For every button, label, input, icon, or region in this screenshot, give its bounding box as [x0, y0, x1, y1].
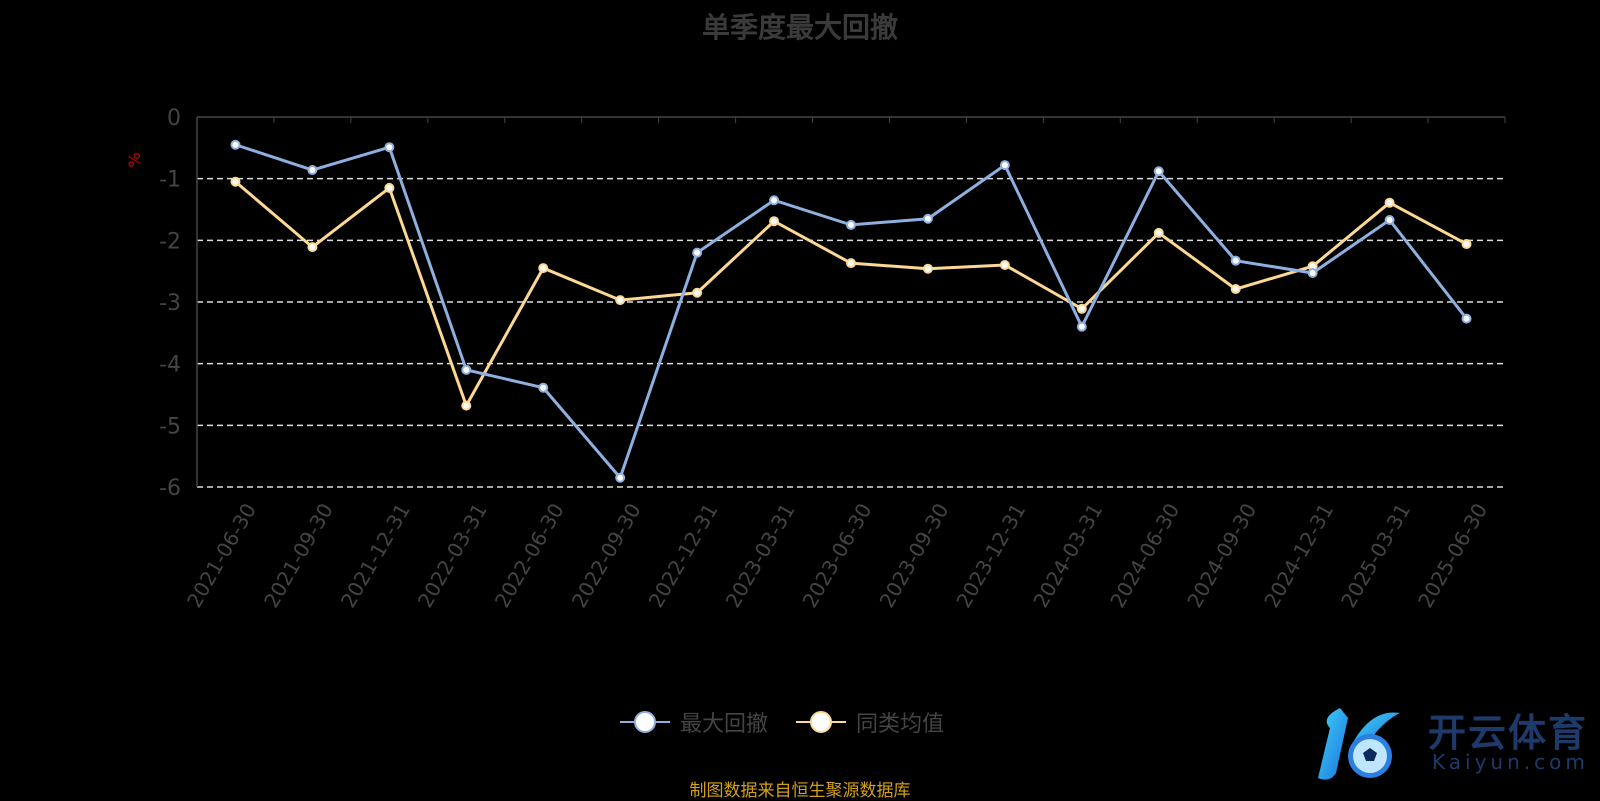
x-tick-label: 2023-03-31	[721, 499, 800, 612]
y-tick-label: -6	[159, 476, 181, 501]
data-point	[307, 165, 318, 176]
y-tick-label: 0	[167, 106, 181, 131]
legend: 最大回撤 同类均值	[620, 706, 944, 738]
data-point	[1384, 214, 1395, 225]
data-point	[538, 382, 549, 393]
data-source-note: 制图数据来自恒生聚源数据库	[689, 781, 911, 801]
x-tick-label: 2021-06-30	[182, 499, 261, 612]
data-point	[1153, 227, 1164, 238]
data-point	[769, 195, 780, 206]
x-tick-label: 2021-09-30	[259, 499, 338, 612]
series-line	[234, 180, 1468, 410]
data-point	[461, 364, 472, 375]
data-point	[846, 258, 856, 269]
x-tick-label: 2022-09-30	[567, 499, 646, 612]
legend-item-max-drawdown[interactable]: 最大回撤	[620, 706, 768, 738]
data-point	[846, 219, 856, 230]
x-tick-label: 2023-12-31	[951, 499, 1030, 612]
data-point	[1153, 166, 1164, 177]
x-tick-label: 2022-12-31	[644, 499, 723, 612]
x-tick-label: 2025-03-31	[1336, 499, 1415, 612]
y-tick-label: -1	[159, 168, 181, 193]
chart-title: 单季度最大回撤	[701, 11, 898, 44]
data-point	[1384, 197, 1395, 208]
legend-marker-icon	[620, 711, 670, 733]
legend-marker-icon	[796, 711, 847, 733]
data-point	[1461, 313, 1472, 324]
data-point	[922, 213, 933, 224]
data-point	[230, 139, 241, 150]
legend-item-category-average[interactable]: 同类均值	[796, 706, 944, 738]
data-point	[461, 400, 472, 411]
data-point	[769, 216, 780, 227]
x-tick-label: 2024-12-31	[1259, 499, 1338, 612]
x-tick-label: 2024-06-30	[1105, 499, 1184, 612]
data-point	[1076, 303, 1087, 314]
data-point	[615, 295, 626, 306]
x-tick-label: 2023-09-30	[875, 499, 954, 612]
data-point	[1230, 255, 1241, 266]
kaiyun-logo-icon	[1318, 708, 1400, 780]
y-tick-label: -4	[159, 353, 181, 378]
data-point	[1461, 239, 1472, 250]
data-point	[1230, 284, 1241, 295]
data-point	[1307, 268, 1318, 279]
data-point	[692, 247, 703, 258]
y-axis-label: %	[125, 152, 144, 167]
data-point	[384, 142, 395, 153]
data-point	[999, 160, 1010, 171]
series-line	[235, 143, 1468, 481]
data-point	[307, 242, 318, 253]
legend-label: 同类均值	[856, 712, 945, 737]
data-point	[922, 263, 933, 274]
x-tick-label: 2022-06-30	[490, 499, 569, 612]
watermark-logo: 开云体育 Kaiyun.com	[1310, 698, 1600, 788]
data-point	[692, 287, 703, 298]
x-tick-label: 2024-03-31	[1028, 499, 1107, 612]
legend-label: 最大回撤	[680, 712, 769, 737]
data-point	[615, 472, 626, 483]
watermark-en: Kaiyun.com	[1432, 750, 1589, 774]
y-tick-label: -3	[159, 291, 181, 316]
x-tick-label: 2021-12-31	[336, 499, 415, 612]
y-tick-label: -2	[159, 229, 181, 254]
x-tick-label: 2022-03-31	[413, 499, 492, 612]
data-point	[384, 182, 395, 193]
x-tick-label: 2025-06-30	[1413, 499, 1492, 612]
data-point	[538, 263, 549, 274]
x-tick-label: 2023-06-30	[798, 499, 877, 612]
watermark-cn: 开云体育	[1428, 711, 1589, 755]
data-point	[1076, 321, 1087, 332]
data-point	[230, 176, 241, 187]
x-tick-label: 2024-09-30	[1182, 499, 1261, 612]
y-tick-label: -5	[159, 414, 181, 439]
data-point	[999, 260, 1010, 270]
